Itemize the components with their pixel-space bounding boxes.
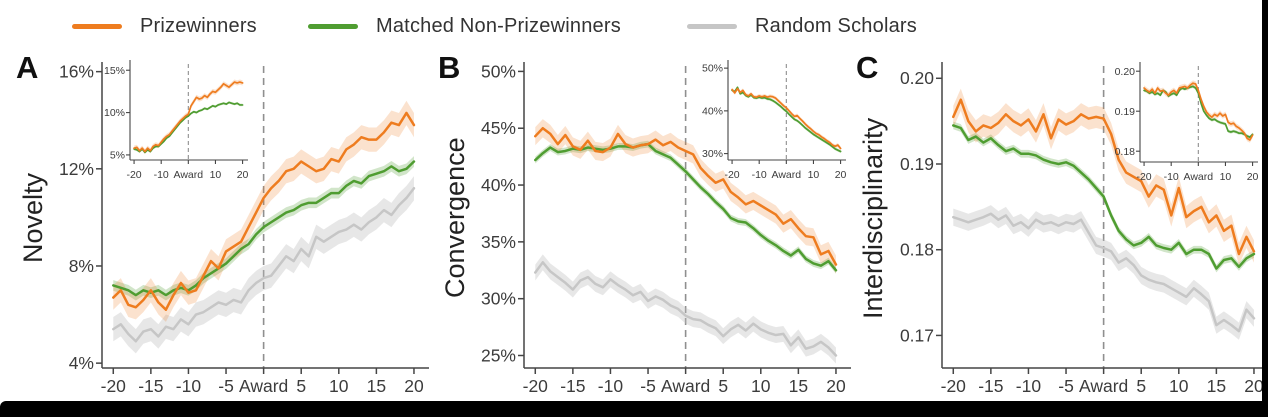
svg-text:10: 10	[808, 169, 820, 181]
panel-a-inset-chart: 5% 10% 15% -20 -10 Award 10 20	[104, 60, 249, 181]
svg-text:0.19: 0.19	[1115, 106, 1136, 118]
matched-non-prizewinners-line-swatch	[308, 23, 358, 29]
svg-text:-10: -10	[1016, 376, 1042, 396]
svg-text:20: 20	[826, 376, 846, 396]
panel-a-novelty-chart: 4%8%12%16%-20 -15 -10 -5 Award 5 10 15 20	[59, 62, 429, 396]
svg-text:15: 15	[1207, 376, 1226, 396]
svg-text:Award: Award	[174, 169, 204, 181]
svg-text:-15: -15	[978, 376, 1003, 396]
svg-text:-5: -5	[218, 376, 234, 396]
svg-text:-20: -20	[1136, 171, 1151, 183]
svg-text:0.18: 0.18	[900, 240, 934, 260]
panel-a-letter: A	[16, 50, 39, 85]
legend-label-prizewinners: Prizewinners	[140, 14, 257, 37]
legend-label-matched-non-prizewinners: Matched Non-Prizewinners	[376, 14, 621, 37]
panel-b-inset-chart: 30% 40% 50% -20 -10 Award 10 20	[702, 60, 847, 181]
svg-text:20: 20	[835, 169, 847, 181]
svg-text:10: 10	[210, 169, 222, 181]
svg-text:20: 20	[237, 169, 249, 181]
panel-c: C Interdisciplinarity 0.17 0.18 0.19 0.20 -2…	[852, 50, 1268, 410]
panel-c-letter: C	[856, 50, 879, 85]
random-scholars-line-swatch	[687, 23, 737, 29]
svg-text:0.19: 0.19	[900, 154, 934, 174]
svg-text:-20: -20	[941, 376, 967, 396]
svg-text:16%: 16%	[59, 62, 94, 82]
svg-text:-15: -15	[560, 376, 585, 396]
svg-text:-5: -5	[1058, 376, 1074, 396]
panel-b-convergence-chart: 25%30%35%40%45%50%-20 -15 -10 -5 Award 5 10 15 2…	[481, 61, 851, 396]
svg-text:-10: -10	[752, 169, 767, 181]
panel-c-interdisciplinarity-chart: 0.170.180.190.20-20 -15 -10 -5 Award 5 10 15 20	[900, 62, 1268, 396]
svg-text:30%: 30%	[481, 289, 516, 309]
svg-text:Award: Award	[1079, 376, 1128, 396]
svg-text:10: 10	[751, 376, 771, 396]
svg-text:8%: 8%	[69, 256, 94, 276]
svg-text:45%: 45%	[481, 118, 516, 138]
svg-text:12%: 12%	[59, 159, 94, 179]
svg-text:-10: -10	[176, 376, 202, 396]
svg-text:-20: -20	[724, 169, 739, 181]
svg-text:20: 20	[1244, 376, 1264, 396]
svg-text:-15: -15	[138, 376, 163, 396]
panel-b-letter: B	[438, 50, 461, 85]
screenshot-right-border	[1262, 0, 1268, 417]
svg-text:4%: 4%	[69, 353, 94, 373]
svg-text:25%: 25%	[481, 345, 516, 365]
legend-label-random-scholars: Random Scholars	[755, 14, 917, 37]
svg-text:10: 10	[1220, 171, 1232, 183]
svg-text:10: 10	[1169, 376, 1189, 396]
svg-text:-5: -5	[640, 376, 656, 396]
svg-text:40%: 40%	[481, 175, 516, 195]
panel-b: B Convergence 25% 30% 35% 40% 45% 50% -20 -15 -1…	[434, 50, 854, 410]
svg-text:5: 5	[718, 376, 728, 396]
svg-text:50%: 50%	[481, 61, 516, 81]
panel-a: A Novelty 4% 8% 12% 16% -20 -15 -10 -5 Award 5 10 1…	[12, 50, 432, 410]
svg-text:-20: -20	[523, 376, 549, 396]
svg-text:10: 10	[329, 376, 349, 396]
svg-text:5: 5	[296, 376, 306, 396]
svg-text:0.17: 0.17	[900, 325, 934, 345]
svg-text:-20: -20	[126, 169, 141, 181]
svg-text:Award: Award	[772, 169, 802, 181]
svg-text:15: 15	[789, 376, 808, 396]
svg-text:20: 20	[404, 376, 424, 396]
svg-text:Award: Award	[661, 376, 710, 396]
svg-text:-20: -20	[101, 376, 127, 396]
svg-text:-10: -10	[598, 376, 624, 396]
svg-text:20: 20	[1247, 171, 1259, 183]
svg-text:35%: 35%	[481, 232, 516, 252]
legend-item-prizewinners: Prizewinners	[72, 14, 257, 38]
svg-text:30%: 30%	[702, 148, 723, 160]
svg-text:50%: 50%	[702, 63, 723, 75]
svg-text:5%: 5%	[110, 149, 125, 161]
legend-item-matched-non-prizewinners: Matched Non-Prizewinners	[308, 14, 621, 38]
svg-text:-10: -10	[154, 169, 169, 181]
svg-text:10%: 10%	[104, 107, 125, 119]
legend-item-random-scholars: Random Scholars	[687, 14, 917, 38]
svg-text:-10: -10	[1164, 171, 1179, 183]
prizewinners-line-swatch	[72, 23, 122, 29]
panel-c-inset-chart: 0.18 0.19 0.20 -20 -10 Award 10 20	[1115, 62, 1259, 183]
svg-text:40%: 40%	[702, 105, 723, 117]
svg-text:Award: Award	[1184, 171, 1214, 183]
svg-text:Award: Award	[239, 376, 288, 396]
svg-text:15: 15	[367, 376, 386, 396]
screenshot-bottom-border	[0, 401, 1268, 417]
svg-text:15%: 15%	[104, 65, 125, 77]
svg-text:5: 5	[1136, 376, 1146, 396]
svg-text:0.20: 0.20	[900, 68, 934, 88]
svg-text:0.18: 0.18	[1115, 146, 1136, 158]
svg-text:0.20: 0.20	[1115, 66, 1136, 78]
